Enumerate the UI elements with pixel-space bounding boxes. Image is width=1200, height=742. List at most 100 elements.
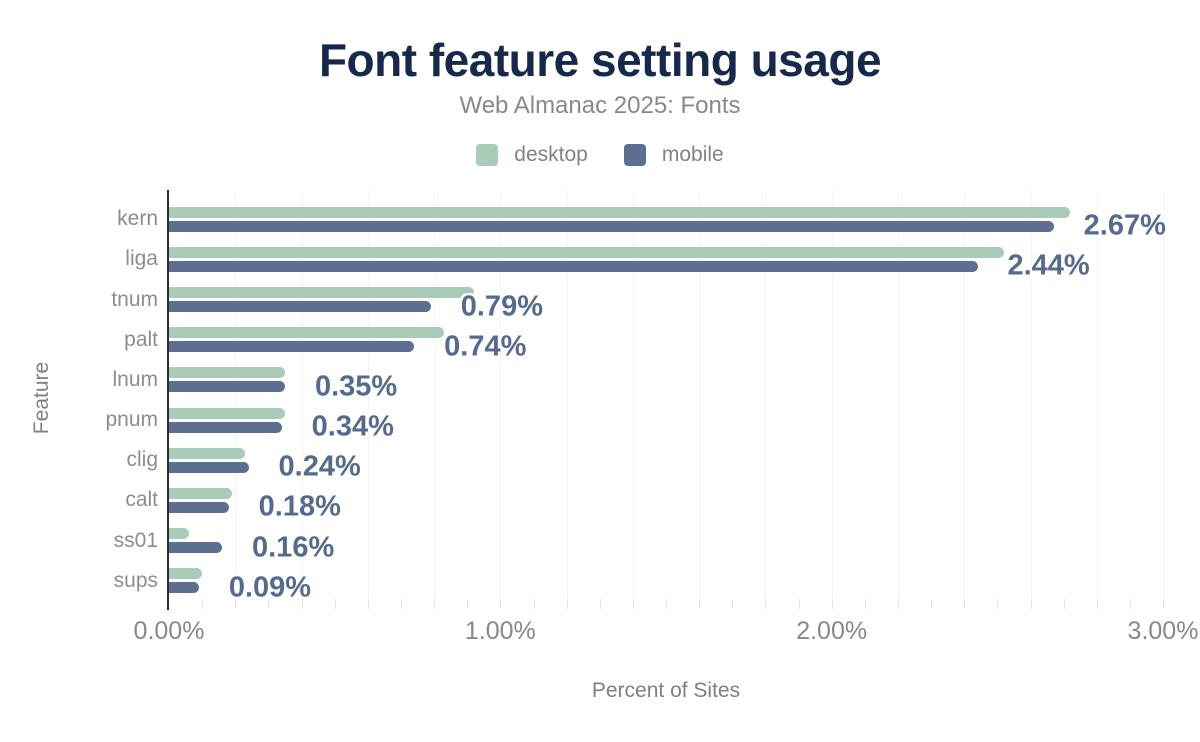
value-label-palt: 0.74%	[444, 330, 527, 363]
x-tick-label-1.00%: 1.00%	[464, 617, 536, 645]
bar-desktop-liga	[169, 246, 1004, 258]
bar-mobile-clig	[169, 461, 249, 473]
minor-tick-mark	[831, 599, 833, 609]
gridline	[897, 190, 899, 607]
legend-swatch-desktop	[476, 144, 499, 166]
minor-tick-mark	[1163, 599, 1164, 609]
bar-desktop-kern	[169, 206, 1071, 218]
bar-mobile-lnum	[169, 381, 285, 393]
bar-desktop-clig	[169, 447, 246, 459]
bar-mobile-kern	[169, 220, 1054, 232]
minor-tick-mark	[533, 599, 535, 609]
minor-tick-mark	[1096, 599, 1098, 609]
gridline	[566, 190, 568, 607]
bar-desktop-calt	[169, 487, 232, 499]
minor-tick-mark	[1129, 599, 1131, 609]
minor-tick-mark	[301, 599, 303, 609]
value-label-ss01: 0.16%	[252, 531, 335, 564]
minor-tick-mark	[666, 599, 667, 609]
legend: desktop mobile	[0, 143, 1200, 167]
gridline	[964, 190, 966, 607]
legend-item-mobile: mobile	[623, 143, 724, 167]
minor-tick-mark	[467, 599, 469, 609]
category-label-pnum: pnum	[105, 408, 158, 432]
minor-tick-mark	[632, 599, 634, 609]
minor-tick-mark	[367, 599, 369, 609]
gridline	[434, 190, 436, 607]
gridline	[1096, 190, 1098, 607]
gridline	[301, 190, 303, 607]
minor-tick-mark	[268, 599, 270, 609]
bar-mobile-ss01	[169, 542, 222, 554]
x-tick-label-0.00%: 0.00%	[133, 617, 205, 645]
gridline	[367, 190, 369, 607]
bar-desktop-pnum	[169, 407, 285, 419]
gridline	[1030, 190, 1032, 607]
minor-tick-mark	[400, 599, 402, 609]
gridline	[235, 190, 237, 607]
bar-mobile-liga	[169, 260, 978, 272]
category-label-clig: clig	[126, 448, 158, 472]
gridline	[831, 190, 833, 607]
bar-desktop-sups	[169, 568, 203, 580]
minor-tick-mark	[964, 599, 966, 609]
category-label-lnum: lnum	[112, 367, 158, 391]
category-label-palt: palt	[124, 327, 158, 351]
minor-tick-mark	[1063, 599, 1065, 609]
category-label-ss01: ss01	[113, 528, 158, 552]
bar-mobile-tnum	[169, 301, 431, 313]
y-axis-title: Feature	[30, 361, 53, 435]
minor-tick-mark	[599, 599, 601, 609]
gridline	[500, 190, 502, 607]
value-label-calt: 0.18%	[258, 490, 341, 523]
minor-tick-mark	[1030, 599, 1032, 609]
minor-tick-mark	[202, 599, 204, 609]
bar-desktop-ss01	[169, 528, 189, 540]
x-tick-label-2.00%: 2.00%	[796, 617, 868, 645]
value-label-tnum: 0.79%	[460, 290, 543, 323]
category-label-kern: kern	[117, 207, 158, 231]
bar-mobile-pnum	[169, 421, 282, 433]
gridline	[699, 190, 701, 607]
x-tick-label-3.00%: 3.00%	[1127, 617, 1199, 645]
x-axis-ticks: 0.00% 1.00% 2.00% 3.00%	[0, 617, 1200, 647]
value-label-lnum: 0.35%	[314, 370, 398, 403]
minor-tick-mark	[235, 599, 237, 609]
gridline	[1163, 190, 1164, 607]
bar-mobile-calt	[169, 501, 229, 513]
chart-subtitle: Web Almanac 2025: Fonts	[459, 92, 741, 119]
plot-area: kern 2.67% liga 2.44% tnum 0.79% palt 0.74% lnum…	[105, 190, 1166, 610]
gridline	[765, 190, 767, 607]
bar-desktop-tnum	[169, 287, 474, 299]
minor-tick-mark	[566, 599, 568, 609]
category-label-calt: calt	[125, 488, 158, 512]
gridline	[632, 190, 634, 607]
category-label-sups: sups	[113, 568, 158, 592]
minor-tick-mark	[997, 599, 999, 609]
x-axis-title: Percent of Sites	[591, 679, 741, 702]
chart-title: Font feature setting usage	[318, 34, 882, 86]
legend-swatch-mobile	[623, 144, 646, 166]
value-label-liga: 2.44%	[1007, 249, 1090, 282]
value-label-kern: 2.67%	[1083, 209, 1166, 242]
minor-tick-mark	[732, 599, 734, 609]
value-label-pnum: 0.34%	[311, 410, 394, 443]
legend-label: desktop	[514, 143, 588, 166]
minor-tick-mark	[897, 599, 899, 609]
minor-tick-mark	[765, 599, 767, 609]
minor-tick-mark	[699, 599, 701, 609]
minor-tick-mark	[931, 599, 933, 609]
category-label-liga: liga	[125, 247, 158, 271]
value-label-sups: 0.09%	[228, 571, 312, 604]
bar-desktop-lnum	[169, 367, 285, 379]
minor-tick-mark	[434, 599, 436, 609]
category-label-tnum: tnum	[111, 287, 158, 311]
bar-mobile-palt	[169, 341, 415, 353]
legend-label: mobile	[661, 143, 724, 166]
minor-tick-mark	[864, 599, 866, 609]
minor-tick-mark	[334, 599, 336, 609]
y-axis-line	[167, 190, 169, 610]
value-label-clig: 0.24%	[278, 450, 361, 483]
bar-desktop-palt	[169, 327, 444, 339]
